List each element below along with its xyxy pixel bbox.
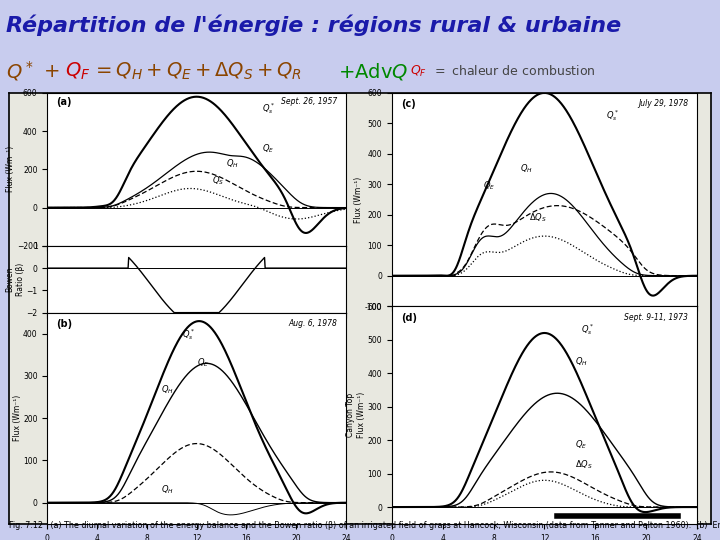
Text: $Q_H$: $Q_H$	[161, 483, 174, 496]
Text: $Q_H$: $Q_H$	[161, 384, 174, 396]
Text: $=$ chaleur de combustion: $=$ chaleur de combustion	[432, 64, 595, 78]
Text: (d): (d)	[401, 313, 417, 323]
Text: $= Q_H + Q_E + \Delta Q_S + Q_R$: $= Q_H + Q_E + \Delta Q_S + Q_R$	[92, 60, 302, 82]
Text: $+\mathrm{Adv}Q$: $+\mathrm{Adv}Q$	[338, 60, 408, 82]
Text: $Q_H$: $Q_H$	[520, 163, 533, 176]
Text: (b): (b)	[56, 319, 73, 329]
Text: $+$: $+$	[43, 62, 60, 80]
Text: $\Delta Q_S$: $\Delta Q_S$	[529, 212, 547, 224]
Text: $Q_s^*$: $Q_s^*$	[181, 328, 195, 342]
Text: (c): (c)	[401, 99, 415, 109]
Text: $Q_E$: $Q_E$	[575, 438, 588, 451]
Text: $Q_F$: $Q_F$	[65, 60, 90, 82]
Text: Sept. 26, 1957: Sept. 26, 1957	[281, 97, 337, 106]
Text: $Q_S$: $Q_S$	[212, 174, 224, 187]
Y-axis label: Flux (Wm⁻¹): Flux (Wm⁻¹)	[6, 146, 15, 192]
X-axis label: Local Time (h): Local Time (h)	[518, 318, 572, 326]
Text: $Q_s^*$: $Q_s^*$	[606, 108, 618, 123]
Text: $Q_s^*$: $Q_s^*$	[262, 101, 276, 116]
Y-axis label: Flux (Wm⁻¹): Flux (Wm⁻¹)	[354, 177, 364, 222]
Text: $Q_E$: $Q_E$	[262, 142, 274, 154]
Text: Local Time (h): Local Time (h)	[169, 325, 224, 333]
Text: $Q^*$: $Q^*$	[6, 59, 33, 83]
Y-axis label: Flux (Wm⁻¹): Flux (Wm⁻¹)	[12, 395, 22, 441]
Text: Sept. 9-11, 1973: Sept. 9-11, 1973	[624, 313, 688, 322]
Text: $Q_E$: $Q_E$	[483, 180, 495, 192]
Y-axis label: Bowen
Ratio (β): Bowen Ratio (β)	[6, 262, 25, 296]
Text: $\Delta Q_S$: $\Delta Q_S$	[575, 458, 593, 471]
Text: $Q_H$: $Q_H$	[227, 157, 239, 170]
Y-axis label: Canyon Top
Flux (Wm⁻¹): Canyon Top Flux (Wm⁻¹)	[346, 392, 366, 438]
Text: Aug. 6, 1978: Aug. 6, 1978	[288, 319, 337, 328]
Text: Répartition de l'énergie : régions rural & urbaine: Répartition de l'énergie : régions rural…	[6, 15, 621, 36]
Text: Fig. 7.12   (a) The diurnal variation of the energy balance and the Bowen ratio : Fig. 7.12 (a) The diurnal variation of t…	[9, 521, 720, 530]
Text: (a): (a)	[56, 97, 72, 107]
Text: July 29, 1978: July 29, 1978	[638, 99, 688, 109]
Text: $Q_H$: $Q_H$	[575, 356, 588, 368]
Text: $Q_s^*$: $Q_s^*$	[581, 322, 594, 337]
Text: $Q_F$: $Q_F$	[410, 64, 428, 78]
Text: $Q_E$: $Q_E$	[197, 356, 209, 369]
